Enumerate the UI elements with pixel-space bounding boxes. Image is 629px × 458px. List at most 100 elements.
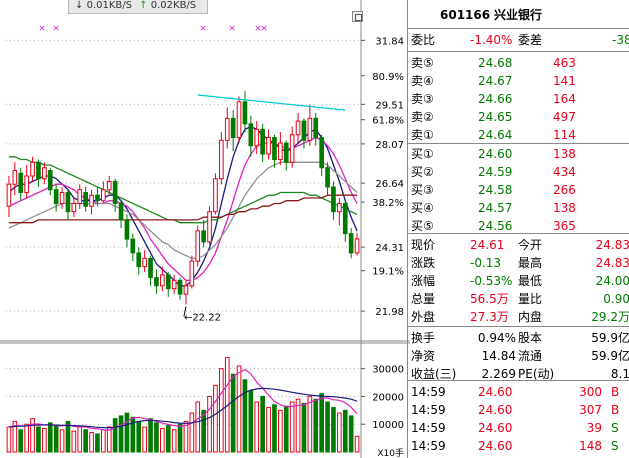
trade-time: 14:59 bbox=[411, 385, 446, 399]
trade-side: S bbox=[611, 421, 619, 435]
finance-value: 0.94% bbox=[477, 331, 516, 345]
trade-volume: 148 bbox=[579, 439, 602, 453]
volume-bar bbox=[183, 420, 189, 453]
quote-label: 最高 bbox=[518, 256, 543, 270]
candle-body bbox=[224, 117, 230, 141]
price-ma-line bbox=[8, 194, 358, 224]
event-marker-icon: × bbox=[260, 24, 268, 34]
quote-row: 涨幅 -0.53% 最低 24.00 bbox=[408, 272, 629, 290]
candle-body bbox=[53, 189, 59, 204]
volume-bar bbox=[89, 432, 94, 453]
volume-bar bbox=[18, 429, 24, 453]
ask-label: 卖③ bbox=[411, 92, 434, 106]
candle-body bbox=[331, 186, 336, 213]
candle-body bbox=[213, 178, 218, 213]
volume-bars bbox=[6, 357, 360, 453]
ask-label: 卖④ bbox=[411, 74, 434, 88]
candle-body bbox=[101, 189, 106, 202]
bid-row: 买② 24.59 434 bbox=[408, 163, 629, 181]
volume-bar bbox=[301, 402, 307, 453]
ask-price: 24.64 bbox=[478, 128, 513, 142]
candle-body bbox=[171, 279, 177, 290]
candle-body bbox=[142, 257, 147, 268]
ask-price: 24.65 bbox=[478, 110, 513, 124]
volume-bar bbox=[171, 429, 177, 453]
volume-bar bbox=[136, 420, 142, 453]
candle-body bbox=[272, 137, 277, 161]
event-marker-icon: × bbox=[38, 24, 46, 34]
candle-body bbox=[160, 274, 165, 287]
ratio-value: -1.40% bbox=[470, 33, 513, 47]
candle-body bbox=[283, 142, 289, 163]
ask-label: 卖① bbox=[411, 128, 434, 142]
quote-label: 现价 bbox=[411, 238, 436, 252]
ask-volume: 164 bbox=[553, 92, 576, 106]
volume-bar bbox=[71, 430, 77, 453]
candle-body bbox=[112, 180, 118, 204]
candle-body bbox=[24, 175, 29, 193]
quote-row: 外盘 27.3万 内盘 29.2万 bbox=[408, 308, 629, 326]
finance-value: 14.84 bbox=[481, 349, 516, 363]
quote-label: 总量 bbox=[411, 292, 436, 306]
trade-time: 14:59 bbox=[411, 421, 446, 435]
volume-bar bbox=[289, 401, 295, 453]
fib-level-label: 80.9% bbox=[372, 72, 404, 83]
upload-speed: 0.02KB/S bbox=[150, 0, 197, 11]
trade-row: 14:59 24.60 307 B bbox=[408, 401, 629, 419]
price-tick-label: 29.51 bbox=[375, 100, 404, 111]
volume-bar bbox=[95, 433, 100, 453]
trade-price: 24.60 bbox=[478, 403, 513, 417]
kline-chart[interactable]: 31.84 80.9% 29.51 61.8% 28.07 26.64 38.2% 24.31… bbox=[0, 0, 410, 458]
volume-bar bbox=[319, 393, 324, 453]
finance-label: 收益(三) bbox=[411, 367, 457, 381]
quote-row: 涨跌 -0.13 最高 24.83 bbox=[408, 254, 629, 272]
candle-body bbox=[201, 230, 206, 243]
ask-label: 卖② bbox=[411, 110, 434, 124]
chart-annotations: × × × × ××←22.22 bbox=[38, 24, 346, 324]
fib-level-label: 38.2% bbox=[372, 198, 404, 209]
bid-label: 买⑤ bbox=[411, 219, 434, 233]
volume-bar bbox=[177, 423, 183, 453]
volume-bar bbox=[201, 409, 206, 453]
finance-row: 收益(三) 2.269 PE(动) 8.1 bbox=[408, 365, 629, 383]
candle-body bbox=[254, 128, 260, 147]
quote-panel: 601166 兴业银行 委比 -1.40% 委差 -38 卖⑤ 24.68 463 卖… bbox=[407, 0, 629, 458]
volume-bar bbox=[77, 426, 83, 453]
candle-body bbox=[242, 101, 248, 125]
bid-volume: 365 bbox=[553, 219, 576, 233]
candle-body bbox=[47, 170, 53, 191]
volume-bar bbox=[313, 398, 319, 453]
moving-averages bbox=[8, 125, 358, 287]
quote-value: 0.90 bbox=[603, 292, 629, 306]
candle-body bbox=[266, 137, 271, 155]
trade-volume: 300 bbox=[579, 385, 602, 399]
fib-level-label: 19.1% bbox=[372, 267, 404, 278]
volume-bar bbox=[325, 401, 330, 453]
quote-row: 总量 56.5万 量比 0.90 bbox=[408, 290, 629, 308]
volume-bar bbox=[148, 418, 153, 453]
ask-row: 卖⑤ 24.68 463 bbox=[408, 54, 629, 72]
price-ma-line bbox=[8, 125, 358, 287]
candle-body bbox=[124, 219, 130, 240]
restore-window-icon[interactable] bbox=[352, 11, 363, 22]
bid-price: 24.56 bbox=[478, 219, 513, 233]
volume-bar bbox=[65, 420, 71, 453]
candle-body bbox=[183, 285, 189, 295]
finance-value: 2.269 bbox=[481, 367, 516, 381]
candle-body bbox=[36, 161, 41, 180]
bid-price: 24.60 bbox=[478, 147, 513, 161]
candle-body bbox=[89, 194, 94, 207]
candle-body bbox=[313, 117, 319, 139]
quote-value: 24.61 bbox=[470, 238, 505, 252]
volume-bar bbox=[36, 426, 41, 453]
event-marker-icon: × bbox=[254, 24, 262, 34]
volume-bar bbox=[331, 407, 336, 453]
diff-label: 委差 bbox=[518, 33, 543, 47]
kline-chart-area[interactable]: 31.84 80.9% 29.51 61.8% 28.07 26.64 38.2% 24.31… bbox=[0, 0, 410, 458]
bid-label: 买③ bbox=[411, 183, 434, 197]
finance-value: 8.1 bbox=[610, 367, 629, 381]
volume-bar bbox=[124, 412, 130, 453]
ask-volume: 463 bbox=[553, 56, 576, 70]
volume-tick-label: 20000 bbox=[372, 392, 404, 403]
candle-body bbox=[301, 120, 307, 141]
